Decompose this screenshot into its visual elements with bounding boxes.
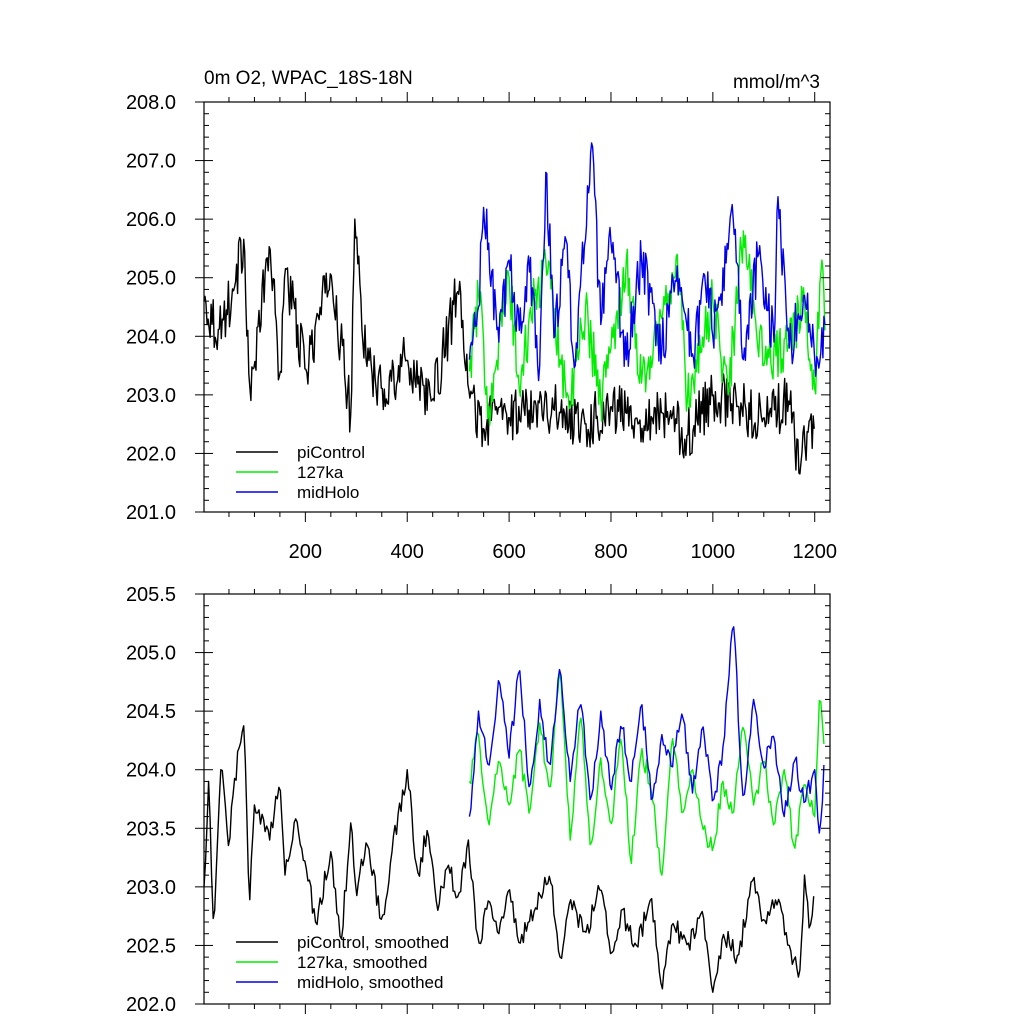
x-tick-label: 200: [289, 541, 322, 563]
x-tick-label: 400: [391, 541, 424, 563]
legend-label-127ka: 127ka: [297, 463, 344, 482]
axes-group: 202.0 202.5 203.0 203.5 204.0 204.5 205.0 205.5: [126, 584, 830, 1016]
y-tick-label: 204.5: [126, 701, 176, 723]
y-tick-label: 205.5: [126, 584, 176, 606]
y-tick-label: 207.0: [126, 151, 176, 173]
axes-group: 201.0 202.0 203.0 204.0 205.0 206.0 207.0 208.0…: [126, 92, 837, 563]
x-tick-label: 800: [594, 541, 627, 563]
series-line-midholo: [468, 142, 826, 382]
x-tick-label: 600: [492, 541, 525, 563]
series-line-picontrol: [203, 218, 815, 475]
legend-label-picontrol: piControl: [297, 443, 365, 462]
y-tick-label: 205.0: [126, 268, 176, 290]
plot-frame: [203, 101, 831, 513]
y-tick-label: 205.0: [126, 643, 176, 665]
y-tick-label: 202.0: [126, 443, 176, 465]
series-line-midholo-smoothed: [468, 626, 825, 834]
panel-top: 0m O2, WPAC_18S-18N mmol/m^3 201.0202.02…: [126, 68, 837, 563]
legend-label-midholo-smoothed: midHolo, smoothed: [297, 973, 443, 992]
legend-label-picontrol-smoothed: piControl, smoothed: [297, 933, 449, 952]
y-tick-label: 203.5: [126, 818, 176, 840]
y-tick-label: 202.0: [126, 994, 176, 1016]
series-line-127ka-smoothed: [468, 670, 825, 876]
x-tick-label: 1200: [792, 541, 837, 563]
legend-label-127ka-smoothed: 127ka, smoothed: [297, 953, 427, 972]
series-group: [203, 142, 826, 475]
series-group: [203, 626, 825, 993]
panel-bottom: 202.0 202.5 203.0 203.5 204.0 204.5 205.0 205.5…: [126, 584, 831, 1016]
y-tick-label: 202.5: [126, 935, 176, 957]
y-tick-label: 204.0: [126, 326, 176, 348]
y-tick-label: 208.0: [126, 92, 176, 114]
y-tick-label: 203.0: [126, 385, 176, 407]
plot-frame: [203, 593, 831, 1005]
units-label: mmol/m^3: [733, 72, 820, 93]
x-tick-label: 1000: [691, 541, 736, 563]
legend-label-midholo: midHolo: [297, 483, 359, 502]
chart-title: 0m O2, WPAC_18S-18N: [204, 68, 413, 89]
y-tick-label: 206.0: [126, 209, 176, 231]
y-tick-label: 204.0: [126, 760, 176, 782]
y-tick-label: 201.0: [126, 502, 176, 524]
y-tick-label: 203.0: [126, 877, 176, 899]
series-line-127ka: [468, 230, 826, 426]
series-line-picontrol-smoothed: [203, 725, 815, 993]
